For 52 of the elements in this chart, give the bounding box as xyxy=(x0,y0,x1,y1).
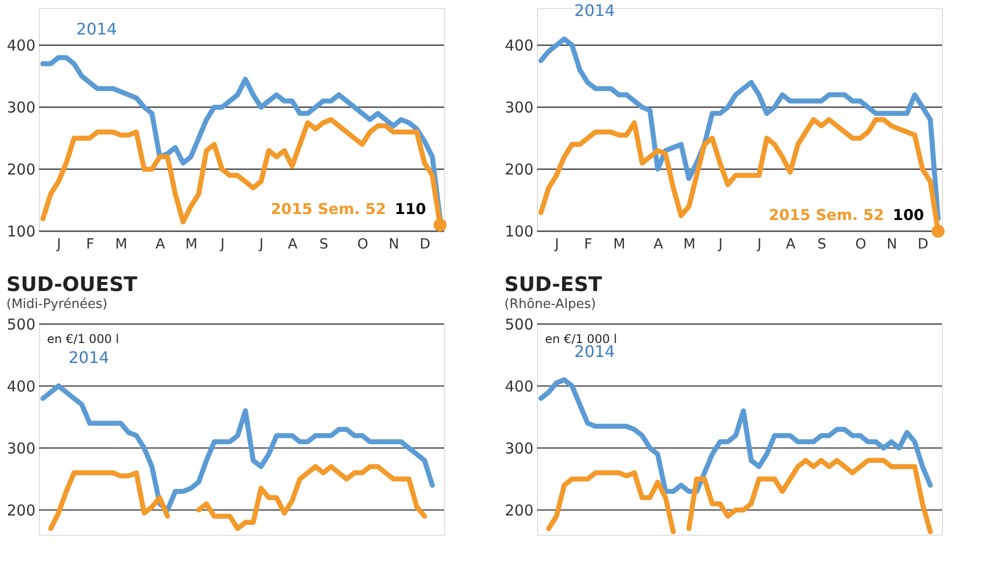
y-tick-label: 300 xyxy=(6,440,36,458)
x-tick-label: F xyxy=(584,236,592,253)
x-tick-label: A xyxy=(653,236,664,253)
x-tick-label: J xyxy=(219,236,225,253)
x-tick-label: O xyxy=(855,236,866,253)
x-tick-label: D xyxy=(420,236,430,253)
y-tick-label: 300 xyxy=(504,98,534,117)
y-tick-label: 100 xyxy=(6,222,36,241)
y-tick-label: 200 xyxy=(6,502,36,520)
x-tick-label: N xyxy=(886,236,898,253)
x-tick-label: M xyxy=(683,236,696,253)
chart-title: SUD-OUEST xyxy=(6,272,138,296)
chart-subtitle: (Midi-Pyrénées) xyxy=(6,297,108,312)
data-label: 100 xyxy=(892,206,924,224)
y-tick-label: 300 xyxy=(6,98,36,117)
x-tick-label: M xyxy=(115,236,128,253)
data-label: 110 xyxy=(394,200,426,218)
chart-subtitle: (Rhône-Alpes) xyxy=(504,297,596,312)
series-label: 2014 xyxy=(68,348,110,367)
y-tick-label: 400 xyxy=(6,36,36,55)
y-tick-label: 200 xyxy=(504,502,534,520)
x-tick-label: J xyxy=(56,236,62,253)
y-axis-title: en €/1 000 l xyxy=(47,332,119,346)
y-tick-label: 300 xyxy=(504,440,534,458)
x-tick-label: O xyxy=(357,236,368,253)
series-label: 2014 xyxy=(76,20,117,39)
y-tick-label: 400 xyxy=(6,378,36,396)
x-tick-label: J xyxy=(258,236,264,253)
x-tick-label: S xyxy=(817,236,826,253)
y-tick-label: 400 xyxy=(504,378,534,396)
x-tick-label: M xyxy=(185,236,198,253)
x-tick-label: S xyxy=(319,236,328,253)
x-tick-label: D xyxy=(918,236,928,253)
x-tick-label: A xyxy=(288,236,298,253)
y-tick-label: 200 xyxy=(6,160,36,179)
y-tick-label: 100 xyxy=(504,222,534,241)
x-tick-label: N xyxy=(388,236,400,253)
y-tick-label: 200 xyxy=(504,160,534,179)
x-tick-label: J xyxy=(717,236,723,253)
x-tick-label: F xyxy=(86,236,94,253)
x-tick-label: A xyxy=(786,236,796,253)
y-tick-label: 500 xyxy=(504,316,534,334)
y-tick-label: 500 xyxy=(6,316,36,334)
y-tick-label: 400 xyxy=(504,36,534,55)
x-tick-label: J xyxy=(554,236,560,253)
text: 2015 Sem. 52 xyxy=(768,206,884,224)
chart-title: SUD-EST xyxy=(504,272,602,296)
x-tick-label: J xyxy=(756,236,762,253)
x-tick-label: A xyxy=(155,236,166,253)
x-tick-label: M xyxy=(613,236,626,253)
series-label: 2014 xyxy=(574,1,615,20)
series-label: 2015 Sem. 52 xyxy=(270,200,386,218)
